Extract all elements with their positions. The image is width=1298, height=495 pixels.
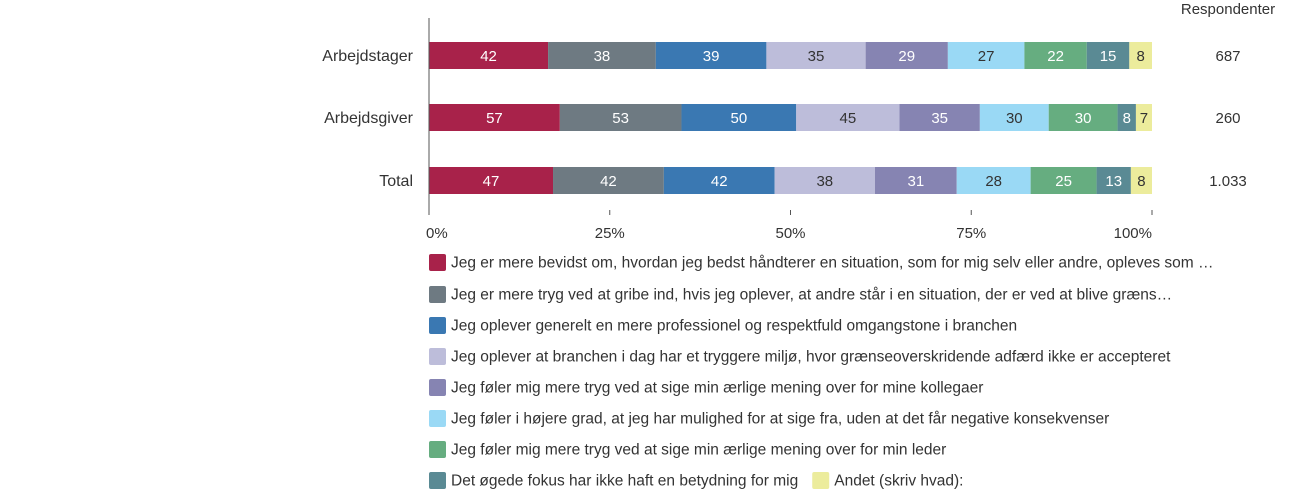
bar-segment bbox=[553, 167, 664, 194]
bar-value-label: 57 bbox=[486, 110, 503, 127]
bar-value-label: 50 bbox=[731, 110, 748, 127]
bar-value-label: 8 bbox=[1123, 110, 1131, 127]
respondent-count: 687 bbox=[1215, 48, 1240, 65]
x-tick-label: 100% bbox=[1114, 225, 1152, 242]
bar-value-label: 30 bbox=[1006, 110, 1023, 127]
legend-swatch bbox=[429, 317, 446, 334]
bar-value-label: 28 bbox=[985, 173, 1002, 190]
bar-value-label: 45 bbox=[840, 110, 857, 127]
bar-value-label: 30 bbox=[1075, 110, 1092, 127]
row-label: Arbejdstager bbox=[322, 48, 413, 65]
bar-segment bbox=[559, 104, 682, 131]
axis-layer: 0% 25% 50% 75% 100% bbox=[426, 18, 1153, 242]
row-label: Arbejdsgiver bbox=[324, 110, 414, 127]
bar-segment bbox=[429, 167, 554, 194]
legend-swatch bbox=[429, 441, 446, 458]
legend-swatch bbox=[429, 286, 446, 303]
bar-segment bbox=[865, 42, 948, 69]
legend-label: Det øgede fokus har ikke haft en betydni… bbox=[451, 473, 798, 490]
bar-value-label: 22 bbox=[1047, 48, 1064, 65]
bar-segment bbox=[1135, 104, 1152, 131]
legend-swatch bbox=[429, 379, 446, 396]
bar-segment bbox=[1030, 167, 1097, 194]
bar-value-label: 53 bbox=[612, 110, 629, 127]
x-tick-label: 0% bbox=[426, 225, 448, 242]
bar-value-label: 38 bbox=[594, 48, 611, 65]
legend-swatch bbox=[429, 410, 446, 427]
bar-segment bbox=[548, 42, 656, 69]
legend-label: Jeg føler mig mere tryg ved at sige min … bbox=[451, 380, 983, 397]
bar-segment bbox=[681, 104, 797, 131]
bar-segment bbox=[796, 104, 900, 131]
legend: Jeg er mere bevidst om, hvordan jeg beds… bbox=[429, 254, 1213, 490]
bar-segment bbox=[1086, 42, 1130, 69]
x-tick-label: 25% bbox=[595, 225, 625, 242]
bar-value-label: 29 bbox=[898, 48, 915, 65]
bar-value-label: 13 bbox=[1105, 173, 1122, 190]
legend-label: Jeg oplever generelt en mere professione… bbox=[451, 318, 1017, 335]
bar-segment bbox=[663, 167, 775, 194]
bar-value-label: 25 bbox=[1055, 173, 1072, 190]
bar-value-label: 42 bbox=[711, 173, 728, 190]
bar-value-label: 8 bbox=[1136, 48, 1144, 65]
bar-segment bbox=[1129, 42, 1152, 69]
bar-value-label: 35 bbox=[808, 48, 825, 65]
legend-swatch bbox=[812, 472, 830, 489]
bar-segment bbox=[774, 167, 875, 194]
bar-value-label: 38 bbox=[816, 173, 833, 190]
labels-layer: Respondenter Arbejdstager 687 42 38 39 35 29 27 2… bbox=[322, 1, 1275, 190]
bar-value-label: 47 bbox=[483, 173, 500, 190]
x-tick-label: 50% bbox=[775, 225, 805, 242]
bar-value-label: 7 bbox=[1140, 110, 1148, 127]
bar-segment bbox=[766, 42, 866, 69]
bar-value-label: 31 bbox=[907, 173, 924, 190]
bar-value-label: 15 bbox=[1100, 48, 1117, 65]
legend-label: Jeg føler mig mere tryg ved at sige min … bbox=[451, 442, 946, 459]
bar-value-label: 39 bbox=[703, 48, 720, 65]
bar-segment bbox=[655, 42, 767, 69]
legend-label: Jeg er mere bevidst om, hvordan jeg beds… bbox=[451, 255, 1213, 272]
legend-swatch bbox=[429, 254, 446, 271]
bars-layer bbox=[429, 42, 1152, 194]
bar-segment bbox=[429, 104, 560, 131]
legend-label: Jeg er mere tryg ved at gribe ind, hvis … bbox=[451, 287, 1172, 304]
bar-segment bbox=[899, 104, 980, 131]
bar-segment bbox=[1130, 167, 1152, 194]
bar-value-label: 27 bbox=[978, 48, 995, 65]
bar-segment bbox=[1096, 167, 1131, 194]
x-tick-label: 75% bbox=[956, 225, 986, 242]
bar-segment bbox=[1117, 104, 1136, 131]
bar-segment bbox=[1048, 104, 1118, 131]
bar-value-label: 42 bbox=[480, 48, 497, 65]
legend-swatch bbox=[429, 348, 446, 365]
bar-segment bbox=[979, 104, 1049, 131]
bar-value-label: 8 bbox=[1137, 173, 1145, 190]
respondent-count: 1.033 bbox=[1209, 173, 1247, 190]
bar-value-label: 42 bbox=[600, 173, 617, 190]
legend-swatch bbox=[429, 472, 446, 489]
bar-segment bbox=[874, 167, 957, 194]
bar-segment bbox=[956, 167, 1031, 194]
row-label: Total bbox=[379, 173, 413, 190]
bar-value-label: 35 bbox=[931, 110, 948, 127]
bar-segment bbox=[947, 42, 1025, 69]
legend-label: Andet (skriv hvad): bbox=[834, 473, 963, 490]
legend-label: Jeg oplever at branchen i dag har et try… bbox=[451, 349, 1171, 366]
bar-segment bbox=[429, 42, 549, 69]
bar-segment bbox=[1024, 42, 1087, 69]
respondent-count: 260 bbox=[1215, 110, 1240, 127]
respondents-header: Respondenter bbox=[1181, 1, 1275, 18]
legend-label: Jeg føler i højere grad, at jeg har muli… bbox=[451, 411, 1109, 428]
